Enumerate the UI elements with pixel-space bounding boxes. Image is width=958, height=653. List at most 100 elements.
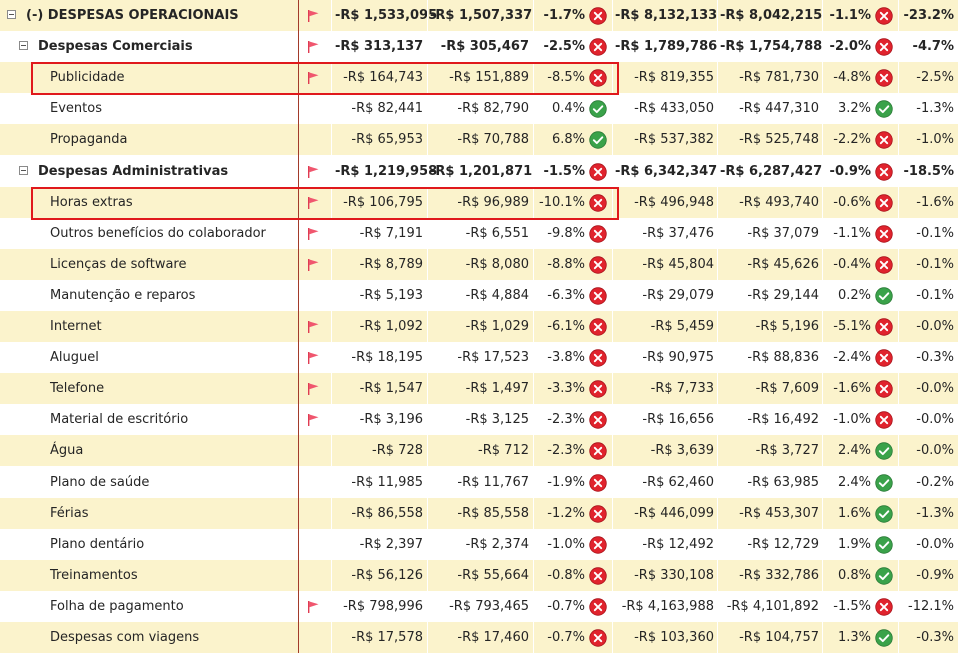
variance-ytd-pct: -1.0% [833, 412, 871, 428]
variance-pct: -0.8% [547, 567, 585, 583]
table-row-ferias[interactable]: Férias -R$ 86,558 -R$ 85,558 -1.2% -R$ 446,0… [0, 497, 958, 529]
collapse-toggle-icon[interactable] [19, 165, 28, 175]
cell-separator [533, 404, 534, 436]
value-ytd-previous: -R$ 493,740 [739, 194, 819, 210]
share-pct: -0.3% [916, 350, 954, 366]
variance-pct: -1.2% [547, 505, 585, 521]
row-label: Folha de pagamento [50, 598, 184, 614]
variance-ytd-pct: 0.8% [837, 567, 871, 583]
table-row-treinamentos[interactable]: Treinamentos -R$ 56,126 -R$ 55,664 -0.8% -R$… [0, 559, 958, 591]
cell-separator [427, 622, 428, 653]
cell-separator [717, 528, 718, 560]
value-previous: -R$ 8,080 [465, 256, 529, 272]
share-pct: -4.7% [912, 39, 954, 55]
cell-separator [533, 373, 534, 405]
cell-separator [717, 217, 718, 249]
cell-separator [898, 559, 899, 591]
share-pct: -1.3% [916, 101, 954, 117]
cell-separator [898, 124, 899, 156]
value-previous: -R$ 85,558 [457, 505, 529, 521]
cell-separator [898, 435, 899, 467]
table-row-telefone[interactable]: Telefone -R$ 1,547 -R$ 1,497 -3.3% -R$ 7,733… [0, 373, 958, 405]
share-pct: -23.2% [903, 8, 955, 23]
cell-separator [331, 404, 332, 436]
table-row-plano-dentario[interactable]: Plano dentário -R$ 2,397 -R$ 2,374 -1.0% -R$… [0, 528, 958, 560]
share-pct: -2.5% [916, 70, 954, 86]
table-row-manutencao-e-reparos[interactable]: Manutenção e reparos -R$ 5,193 -R$ 4,884 -6… [0, 279, 958, 311]
check-circle-icon [875, 473, 893, 492]
table-row-aluguel[interactable]: Aluguel -R$ 18,195 -R$ 17,523 -3.8% -R$ 90,9… [0, 342, 958, 374]
value-ytd-current: -R$ 446,099 [634, 505, 714, 521]
row-label: Plano dentário [50, 536, 145, 552]
cell-separator [427, 497, 428, 529]
table-row-despesas-com-viagens[interactable]: Despesas com viagens -R$ 17,578 -R$ 17,460… [0, 622, 958, 653]
table-row-outros-beneficios-do-colaborador[interactable]: Outros benefícios do colaborador -R$ 7,19… [0, 217, 958, 249]
table-row-licencas-de-software[interactable]: Licenças de software -R$ 8,789 -R$ 8,080 -8… [0, 248, 958, 280]
x-circle-icon [875, 255, 893, 274]
table-row-horas-extras[interactable]: Horas extras -R$ 106,795 -R$ 96,989 -10.1% -… [0, 186, 958, 218]
row-label: Horas extras [50, 194, 133, 210]
table-row-material-de-escritorio[interactable]: Material de escritório -R$ 3,196 -R$ 3,125… [0, 404, 958, 436]
share-pct: -0.3% [916, 630, 954, 645]
flag-icon [306, 413, 320, 427]
table-row-despesas-administrativas[interactable]: Despesas Administrativas -R$ 1,219,958 -R$… [0, 155, 958, 187]
collapse-toggle-icon[interactable] [7, 10, 16, 19]
cell-separator [898, 404, 899, 436]
variance-pct: 6.8% [551, 132, 585, 148]
cell-separator [331, 373, 332, 405]
row-header: Propaganda [0, 124, 296, 155]
value-current: -R$ 7,191 [359, 225, 423, 241]
x-circle-icon [875, 348, 893, 367]
table-row-despesas-operacionais[interactable]: (-) DESPESAS OPERACIONAIS -R$ 1,533,095 -R… [0, 0, 958, 31]
table-row-propaganda[interactable]: Propaganda -R$ 65,953 -R$ 70,788 6.8% -R$ 53… [0, 124, 958, 156]
cell-separator [822, 93, 823, 125]
value-ytd-previous: -R$ 12,729 [747, 536, 819, 552]
x-circle-icon [875, 162, 893, 181]
cell-separator [427, 62, 428, 94]
value-ytd-current: -R$ 1,789,786 [615, 39, 718, 55]
flag-icon [306, 9, 320, 23]
row-header: Eventos [0, 93, 296, 124]
cell-separator [331, 435, 332, 467]
table-row-eventos[interactable]: Eventos -R$ 82,441 -R$ 82,790 0.4% -R$ 433,0… [0, 93, 958, 125]
cell-separator [898, 217, 899, 249]
check-circle-icon [875, 566, 893, 585]
flag-icon [306, 258, 320, 272]
value-ytd-previous: -R$ 4,101,892 [726, 598, 819, 614]
cell-separator [533, 62, 534, 94]
table-row-folha-de-pagamento[interactable]: Folha de pagamento -R$ 798,996 -R$ 793,465… [0, 590, 958, 622]
value-ytd-previous: -R$ 781,730 [739, 70, 819, 86]
cell-separator [822, 590, 823, 622]
value-previous: -R$ 17,460 [457, 630, 529, 645]
table-row-agua[interactable]: Água -R$ 728 -R$ 712 -2.3% -R$ 3,639 -R$ 3,72… [0, 435, 958, 467]
row-header: Despesas com viagens [0, 622, 296, 653]
value-previous: -R$ 793,465 [449, 598, 529, 614]
table-row-despesas-comerciais[interactable]: Despesas Comerciais -R$ 313,137 -R$ 305,46… [0, 31, 958, 63]
collapse-toggle-icon[interactable] [19, 41, 28, 51]
row-header: Despesas Administrativas [0, 156, 296, 187]
variance-ytd-pct: -0.9% [829, 163, 871, 179]
cell-separator [331, 124, 332, 156]
cell-separator [898, 93, 899, 125]
value-current: -R$ 106,795 [343, 194, 423, 210]
row-label: Material de escritório [50, 412, 189, 428]
value-current: -R$ 11,985 [351, 474, 423, 490]
value-current: -R$ 82,441 [351, 101, 423, 117]
table-row-internet[interactable]: Internet -R$ 1,092 -R$ 1,029 -6.1% -R$ 5,459… [0, 311, 958, 342]
table-row-plano-de-saude[interactable]: Plano de saúde -R$ 11,985 -R$ 11,767 -1.9% -… [0, 466, 958, 498]
value-previous: -R$ 55,664 [457, 567, 529, 583]
table-row-publicidade[interactable]: Publicidade -R$ 164,743 -R$ 151,889 -8.5% -R… [0, 62, 958, 94]
cell-separator [533, 279, 534, 311]
cell-separator [533, 248, 534, 280]
value-ytd-previous: -R$ 525,748 [739, 132, 819, 148]
cell-separator [898, 622, 899, 653]
value-previous: -R$ 2,374 [465, 536, 529, 552]
x-circle-icon [875, 410, 893, 429]
value-previous: -R$ 70,788 [457, 132, 529, 148]
cell-separator [822, 155, 823, 187]
cell-separator [331, 342, 332, 374]
cell-separator [331, 186, 332, 218]
cell-separator [612, 186, 613, 218]
cell-separator [898, 31, 899, 63]
cell-separator [717, 559, 718, 591]
